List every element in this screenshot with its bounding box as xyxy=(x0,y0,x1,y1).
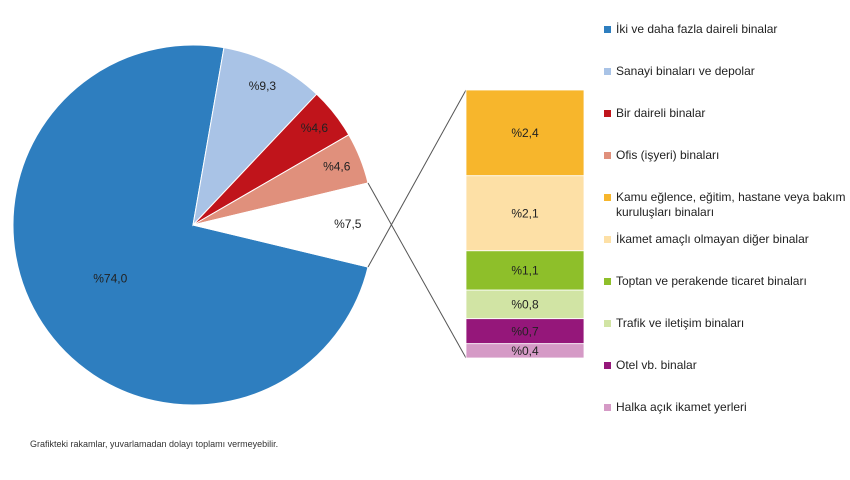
legend-label: Ofis (işyeri) binaları xyxy=(616,148,720,162)
legend-label: Halka açık ikamet yerleri xyxy=(616,400,747,414)
legend-swatch xyxy=(604,110,611,117)
slice-label: %74,0 xyxy=(93,272,127,286)
legend-label: Sanayi binaları ve depolar xyxy=(616,64,755,78)
segment-label: %0,7 xyxy=(511,324,539,338)
legend-swatch xyxy=(604,68,611,75)
connector xyxy=(367,89,467,268)
legend-label: Bir daireli binalar xyxy=(616,106,706,120)
legend-swatch xyxy=(604,152,611,159)
bar-segment xyxy=(465,250,585,291)
segment-label: %2,4 xyxy=(511,126,539,140)
slice-label: %4,6 xyxy=(323,160,351,174)
pie-slice xyxy=(192,47,318,227)
legend-label: İkamet amaçlı olmayan diğer binalar xyxy=(616,232,809,246)
bar-segment xyxy=(465,343,585,359)
legend-label: Otel vb. binalar xyxy=(616,358,697,372)
footnote: Grafikteki rakamlar, yuvarlamadan dolayı… xyxy=(30,439,279,449)
segment-label: %0,4 xyxy=(511,344,539,358)
pie-slice xyxy=(12,44,369,406)
legend-label: Trafik ve iletişim binaları xyxy=(616,316,745,330)
legend-label: İki ve daha fazla daireli binalar xyxy=(616,22,778,36)
bar-segment xyxy=(465,318,585,345)
legend-swatch xyxy=(604,404,611,411)
legend-swatch xyxy=(604,194,611,201)
bar-segment xyxy=(465,175,585,252)
bar-segment xyxy=(465,89,585,177)
legend-label: Kamu eğlence, eğitim, hastane veya bakım… xyxy=(616,190,846,219)
segment-label: %2,1 xyxy=(511,206,539,220)
legend-swatch xyxy=(604,278,611,285)
legend-swatch xyxy=(604,26,611,33)
legend-swatch xyxy=(604,236,611,243)
legend-label: Toptan ve perakende ticaret binaları xyxy=(616,274,807,288)
slice-label: %4,6 xyxy=(301,121,329,135)
slice-label: %7,5 xyxy=(334,217,362,231)
segment-label: %1,1 xyxy=(511,264,539,278)
legend-swatch xyxy=(604,362,611,369)
connector xyxy=(367,182,467,359)
bar-segment xyxy=(465,289,585,320)
legend-swatch xyxy=(604,320,611,327)
slice-label: %9,3 xyxy=(249,79,277,93)
segment-label: %0,8 xyxy=(511,298,539,312)
